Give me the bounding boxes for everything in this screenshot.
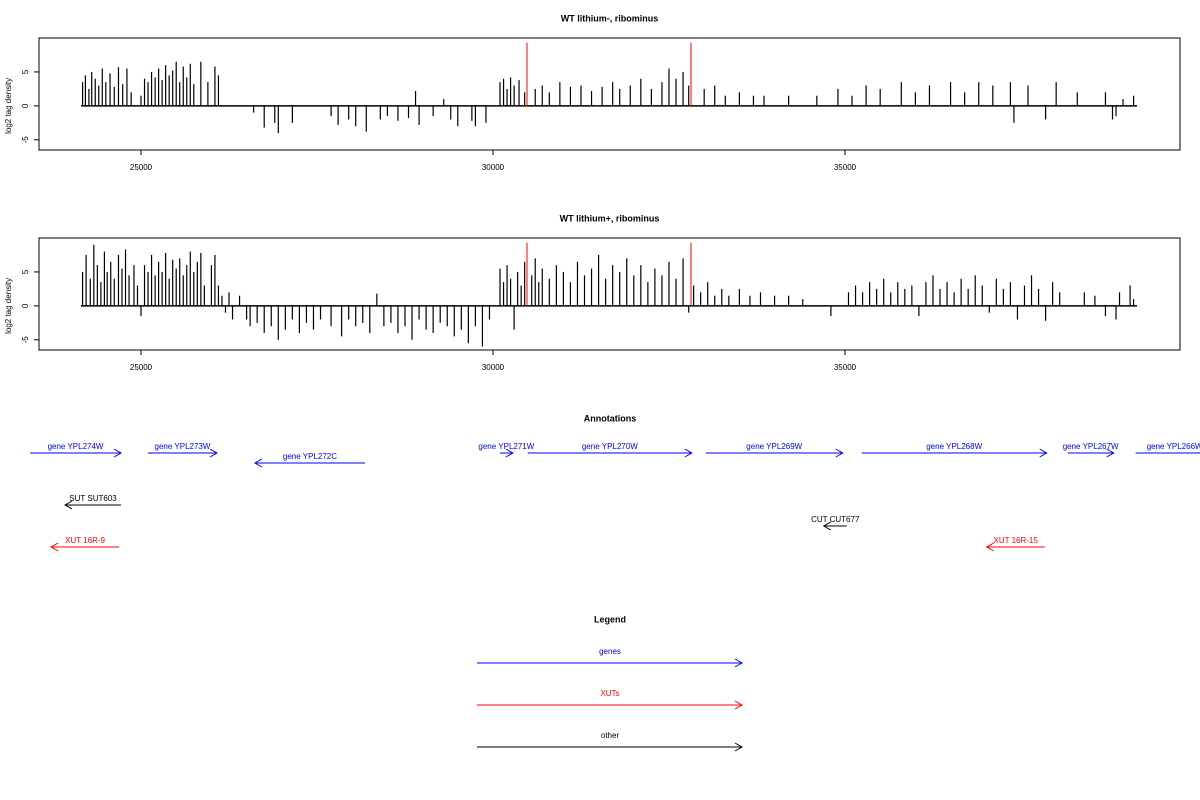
x-tick-label: 25000 [130, 163, 153, 172]
annotation-arrow-head [209, 448, 218, 458]
annotation-label: gene YPL269W [746, 442, 802, 451]
annotation-arrow-head [64, 500, 73, 510]
legend-label: other [601, 731, 620, 740]
y-axis-label: log2 tag density [4, 78, 13, 134]
panel-title: WT lithium-, ribominus [561, 13, 659, 23]
legend-arrow-head [734, 742, 744, 752]
annotation-label: gene YPL268W [926, 442, 982, 451]
annotation-arrow-head [50, 542, 59, 552]
legend-title: Legend [594, 614, 626, 624]
annotation-arrow-head [985, 542, 994, 552]
legend-arrow-head [734, 700, 744, 710]
y-tick-label: -5 [21, 136, 30, 144]
annotation-arrow-head [684, 448, 693, 458]
annotation-label: gene YPL270W [582, 442, 638, 451]
annotation-arrow-head [822, 521, 832, 531]
x-tick-label: 25000 [130, 363, 153, 372]
annotation-arrow-head [113, 448, 123, 458]
panel-title: WT lithium+, ribominus [560, 213, 660, 223]
legend-arrow-head [734, 658, 744, 668]
y-tick-label: 5 [21, 69, 30, 74]
annotation-label: gene YPL266W [1147, 442, 1200, 451]
annotation-label: gene YPL274W [48, 442, 104, 451]
plot-frame [38, 37, 1181, 151]
annotations-title: Annotations [584, 413, 637, 423]
annotation-label: gene YPL267W [1063, 442, 1119, 451]
x-tick-label: 30000 [482, 163, 505, 172]
annotation-arrow-head [253, 458, 263, 468]
annotation-label: XUT 16R-15 [994, 536, 1039, 545]
legend-label: XUTs [600, 689, 619, 698]
y-tick-label: -5 [21, 336, 30, 344]
annotation-label: XUT 16R-9 [65, 536, 105, 545]
x-tick-label: 35000 [834, 163, 857, 172]
annotation-label: gene YPL272C [283, 452, 337, 461]
legend-label: genes [599, 647, 621, 656]
y-tick-label: 0 [21, 303, 30, 308]
y-tick-label: 5 [21, 269, 30, 274]
annotation-label: CUT CUT677 [811, 515, 860, 524]
annotation-label: SUT SUT603 [69, 494, 117, 503]
annotation-label: gene YPL271W [478, 442, 534, 451]
x-tick-label: 30000 [482, 363, 505, 372]
annotation-arrow-head [1106, 448, 1115, 458]
x-tick-label: 35000 [834, 363, 857, 372]
plot-frame [38, 237, 1181, 351]
annotation-arrow-head [835, 448, 844, 458]
y-axis-label: log2 tag density [4, 278, 13, 334]
y-tick-label: 0 [21, 103, 30, 108]
annotation-label: gene YPL273W [155, 442, 211, 451]
annotation-arrow-head [505, 448, 514, 458]
annotation-arrow-head [1039, 448, 1048, 458]
